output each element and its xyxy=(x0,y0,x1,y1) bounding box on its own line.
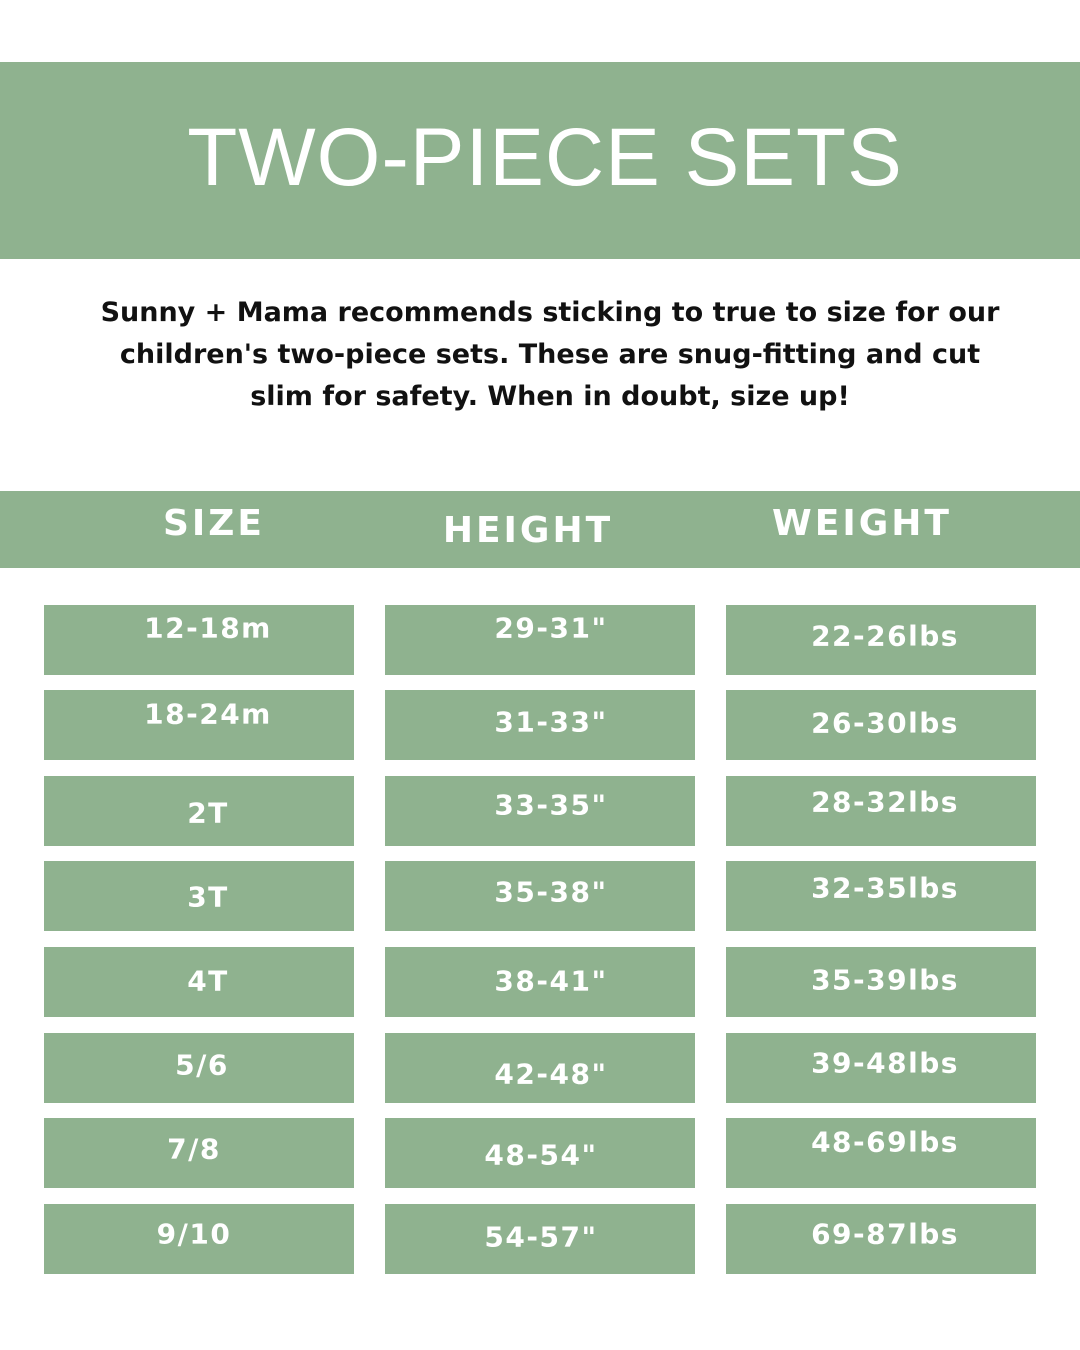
table-cell-weight: 69-87lbs xyxy=(726,1204,1036,1274)
size-value: 18-24m xyxy=(144,697,272,731)
table-cell-height: 42-48" xyxy=(385,1033,695,1103)
size-value: 9/10 xyxy=(156,1217,232,1251)
height-value: 33-35" xyxy=(494,788,608,822)
table-cell-weight: 28-32lbs xyxy=(726,776,1036,846)
table-cell-weight: 26-30lbs xyxy=(726,690,1036,760)
table-cell-size: 5/6 xyxy=(44,1033,354,1103)
table-cell-weight: 32-35lbs xyxy=(726,861,1036,931)
size-value: 2T xyxy=(187,796,229,830)
column-header-weight: WEIGHT xyxy=(772,503,952,544)
size-value: 7/8 xyxy=(167,1132,221,1166)
table-cell-size: 9/10 xyxy=(44,1204,354,1274)
height-value: 42-48" xyxy=(494,1057,608,1091)
weight-value: 22-26lbs xyxy=(811,619,959,653)
table-cell-weight: 22-26lbs xyxy=(726,605,1036,675)
table-cell-height: 31-33" xyxy=(385,690,695,760)
weight-value: 32-35lbs xyxy=(811,871,959,905)
table-cell-weight: 39-48lbs xyxy=(726,1033,1036,1103)
table-cell-weight: 35-39lbs xyxy=(726,947,1036,1017)
intro-line: Sunny + Mama recommends sticking to true… xyxy=(100,297,1000,328)
table-cell-weight: 48-69lbs xyxy=(726,1118,1036,1188)
table-cell-height: 29-31" xyxy=(385,605,695,675)
height-value: 48-54" xyxy=(484,1138,598,1172)
intro-line: slim for safety. When in doubt, size up! xyxy=(250,381,850,412)
column-header-height: HEIGHT xyxy=(442,510,614,551)
table-cell-height: 33-35" xyxy=(385,776,695,846)
title-banner: TWO-PIECE SETS xyxy=(0,62,1080,259)
intro-text: Sunny + Mama recommends sticking to true… xyxy=(40,292,1060,418)
weight-value: 26-30lbs xyxy=(811,706,959,740)
weight-value: 39-48lbs xyxy=(811,1046,959,1080)
height-value: 38-41" xyxy=(494,964,608,998)
weight-value: 48-69lbs xyxy=(811,1125,959,1159)
height-value: 29-31" xyxy=(494,611,608,645)
height-value: 54-57" xyxy=(484,1220,598,1254)
table-header: SIZE HEIGHT WEIGHT xyxy=(0,491,1080,568)
page-title: TWO-PIECE SETS xyxy=(187,111,903,203)
size-value: 5/6 xyxy=(175,1048,229,1082)
table-cell-size: 2T xyxy=(44,776,354,846)
table-cell-size: 4T xyxy=(44,947,354,1017)
table-cell-size: 18-24m xyxy=(44,690,354,760)
height-value: 35-38" xyxy=(494,875,608,909)
table-cell-height: 38-41" xyxy=(385,947,695,1017)
intro-line: children's two-piece sets. These are snu… xyxy=(119,339,981,370)
size-value: 12-18m xyxy=(144,611,272,645)
table-cell-height: 35-38" xyxy=(385,861,695,931)
height-value: 31-33" xyxy=(494,705,608,739)
size-value: 3T xyxy=(187,880,229,914)
table-cell-height: 48-54" xyxy=(385,1118,695,1188)
table-cell-size: 7/8 xyxy=(44,1118,354,1188)
table-cell-size: 12-18m xyxy=(44,605,354,675)
table-cell-height: 54-57" xyxy=(385,1204,695,1274)
weight-value: 35-39lbs xyxy=(811,963,959,997)
column-header-size: SIZE xyxy=(162,503,266,544)
table-cell-size: 3T xyxy=(44,861,354,931)
weight-value: 28-32lbs xyxy=(811,785,959,819)
size-value: 4T xyxy=(187,964,229,998)
weight-value: 69-87lbs xyxy=(811,1217,959,1251)
